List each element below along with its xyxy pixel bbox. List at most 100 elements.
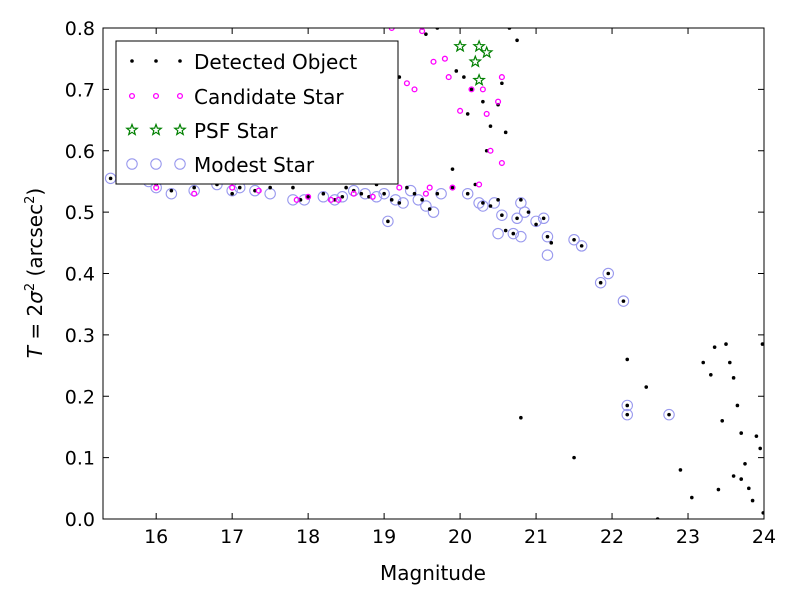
point-modest-star [511,212,523,225]
point-candidate-star [483,110,490,117]
point-modest-star [427,206,440,218]
x-tick-label: 18 [296,526,320,548]
legend-marker-psf-star [173,122,187,136]
point-detected-object [606,271,611,276]
point-detected-object [731,474,736,478]
point-detected-object [465,112,470,116]
y-tick-label: 0.0 [65,509,95,531]
point-detected-object [625,412,630,417]
point-candidate-star [422,190,429,197]
point-detected-object [108,176,113,181]
point-detected-object [268,185,272,190]
ticks-layer: 16 17 18 19 20 21 22 23 24 0.0 0.1 0.2 0.3 0.4 0.5 0.6 0… [65,18,776,548]
point-modest-star [602,267,614,280]
point-modest-star [404,184,417,197]
legend-label-modest-star: Modest Star [194,153,315,177]
point-candidate-star [441,55,448,62]
point-detected-object [462,75,466,79]
legend-marker-candidate-star [152,92,160,100]
legend-marker-psf-star [149,122,163,136]
legend-marker-candidate-star [176,92,184,100]
point-detected-object [750,498,755,503]
point-modest-star [575,240,588,252]
point-detected-object [321,191,326,196]
point-detected-object [526,210,531,214]
point-modest-star [477,200,489,212]
point-detected-object [621,299,626,303]
point-modest-star [249,184,261,197]
point-candidate-star [449,184,456,191]
point-detected-object [761,511,764,515]
point-detected-object [481,99,485,104]
point-detected-object [739,431,744,435]
point-candidate-star [255,187,262,194]
point-detected-object [758,446,763,451]
point-detected-object [690,495,694,500]
point-detected-object [427,207,432,211]
point-detected-object [435,191,440,196]
point-modest-star [328,194,341,206]
point-modest-star [420,200,432,212]
y-label-t: T [23,344,47,358]
point-detected-object [716,487,721,492]
point-candidate-star [396,184,403,191]
point-candidate-star [229,184,236,191]
point-detected-object [500,81,504,86]
point-candidate-star [369,193,376,200]
y-tick-label: 0.7 [65,79,95,101]
point-modest-star [461,187,474,200]
point-modest-star [317,191,330,203]
y-tick-label: 0.3 [65,325,95,347]
point-candidate-star [476,181,483,188]
point-candidate-star [191,190,198,197]
point-detected-object [306,194,310,199]
point-detected-object [389,198,394,202]
point-detected-object [598,280,603,285]
points-layer [104,28,764,519]
point-detected-object [503,228,508,233]
y-tick-label: 0.8 [65,18,95,40]
y-label-unit: (arcsec [23,204,47,283]
legend-marker-detected-object [178,59,182,63]
point-psf-star [453,39,467,53]
point-detected-object [465,191,470,196]
x-tick-label: 20 [448,526,472,548]
point-psf-star [468,54,483,68]
y-label-eq: = 2 [23,304,47,346]
point-psf-star [479,45,494,59]
y-tick-label: 0.1 [65,448,95,470]
point-candidate-star [457,107,464,114]
legend-label-detected-object: Detected Object [194,50,357,74]
point-detected-object [728,360,732,365]
point-detected-object [515,38,519,43]
point-detected-object [754,434,759,438]
y-label-sup: 2 [23,283,38,291]
point-detected-object [503,130,508,135]
y-tick-label: 0.5 [65,202,95,224]
legend-marker-psf-star [125,122,139,136]
point-detected-object [420,198,424,202]
legend-marker-modest-star [126,158,138,170]
x-tick-label: 22 [600,526,624,548]
legend-markers [125,59,187,170]
point-detected-object [412,191,417,196]
point-candidate-star [487,147,494,154]
point-modest-star [541,249,554,261]
point-detected-object [386,219,390,224]
legend-marker-detected-object [154,59,158,63]
x-tick-label: 24 [752,526,776,548]
point-detected-object [488,124,493,128]
point-candidate-star [430,58,437,65]
point-detected-object [515,216,519,221]
point-candidate-star [293,196,300,203]
y-label-sigma: σ [23,290,47,304]
point-candidate-star [403,80,410,87]
point-detected-object [481,201,485,205]
point-detected-object [760,342,764,346]
y-tick-label: 0.4 [65,264,95,286]
legend-marker-candidate-star [128,92,136,100]
legend-marker-modest-star [150,158,162,170]
point-detected-object [572,455,576,460]
x-axis-label: Magnitude [380,561,486,585]
point-detected-object [496,198,500,202]
